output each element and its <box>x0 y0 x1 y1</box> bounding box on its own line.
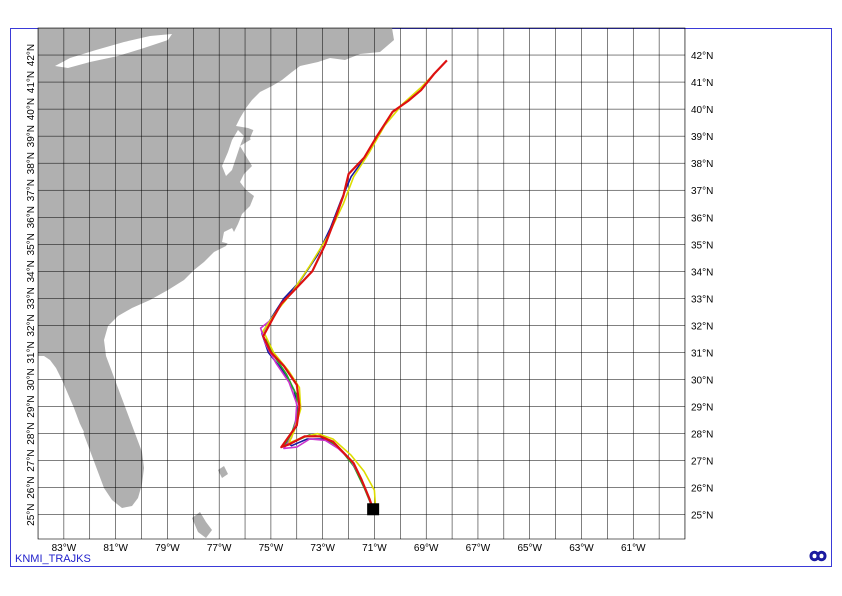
latitude-tick-label-left: 40°N <box>26 98 37 120</box>
longitude-tick-label: 61°W <box>621 543 646 554</box>
longitude-tick-label: 83°W <box>52 543 77 554</box>
latitude-tick-label-right: 29°N <box>691 403 713 414</box>
trajectory-line-2 <box>261 154 374 510</box>
latitude-tick-label-right: 42°N <box>691 51 713 62</box>
latitude-tick-label-right: 37°N <box>691 186 713 197</box>
graticule <box>38 28 685 539</box>
longitude-tick-label: 67°W <box>466 543 491 554</box>
latitude-tick-label-right: 28°N <box>691 430 713 441</box>
latitude-tick-label-left: 35°N <box>26 233 37 255</box>
latitude-labels-left: 25°N 26°N 27°N 28°N 29°N 30°N 31°N 32°N 33°N 34°N… <box>26 44 37 526</box>
trajectory-line-1 <box>262 59 448 510</box>
latitude-tick-label-left: 36°N <box>26 206 37 228</box>
longitude-tick-label: 71°W <box>362 543 387 554</box>
latitude-tick-label-left: 30°N <box>26 368 37 390</box>
latitude-tick-label-left: 34°N <box>26 260 37 282</box>
latitude-tick-label-left: 38°N <box>26 152 37 174</box>
latitude-tick-label-right: 39°N <box>691 132 713 143</box>
latitude-tick-label-left: 39°N <box>26 125 37 147</box>
longitude-labels: 83°W 81°W 79°W 77°W 75°W 73°W 71°W 69°W 67°W 65°W… <box>52 543 646 554</box>
latitude-labels-right: 25°N 26°N 27°N 28°N 29°N 30°N 31°N 32°N 33°N 34°N… <box>691 51 713 522</box>
latitude-tick-label-left: 26°N <box>26 476 37 498</box>
knmi-trajks-label: KNMI_TRAJKS <box>15 553 91 565</box>
knmi-logo-icon <box>809 550 827 562</box>
latitude-tick-label-right: 30°N <box>691 375 713 386</box>
latitude-tick-label-right: 25°N <box>691 511 713 522</box>
us-east-coast-land <box>38 28 394 508</box>
latitude-tick-label-right: 35°N <box>691 240 713 251</box>
plot-border <box>37 27 686 540</box>
land-layer <box>38 28 394 538</box>
latitude-tick-label-right: 32°N <box>691 321 713 332</box>
chesapeake-bay <box>222 130 244 176</box>
bahamas-island-1 <box>192 512 212 538</box>
delaware-bay <box>250 124 262 146</box>
trajectory-line-4 <box>259 319 374 510</box>
latitude-tick-label-left: 37°N <box>26 179 37 201</box>
start-point-marker <box>367 503 380 516</box>
longitude-tick-label: 69°W <box>414 543 439 554</box>
latitude-tick-label-left: 28°N <box>26 422 37 444</box>
trajectory-line-5 <box>262 70 438 510</box>
latitude-tick-label-left: 27°N <box>26 449 37 471</box>
longitude-tick-label: 65°W <box>517 543 542 554</box>
latitude-tick-label-left: 41°N <box>26 71 37 93</box>
longitude-tick-label: 77°W <box>207 543 232 554</box>
bahamas-island-2 <box>218 466 228 478</box>
lake-okeechobee <box>70 424 84 440</box>
latitude-tick-label-right: 34°N <box>691 267 713 278</box>
latitude-tick-label-right: 31°N <box>691 348 713 359</box>
latitude-tick-label-left: 25°N <box>26 503 37 525</box>
longitude-tick-label: 75°W <box>259 543 284 554</box>
longitude-tick-label: 63°W <box>569 543 594 554</box>
pamlico-sound <box>222 228 236 244</box>
latitude-tick-label-left: 29°N <box>26 395 37 417</box>
trajectory-tracks <box>259 59 448 516</box>
longitude-tick-label: 73°W <box>310 543 335 554</box>
latitude-tick-label-left: 33°N <box>26 287 37 309</box>
latitude-tick-label-left: 42°N <box>26 44 37 66</box>
latitude-tick-label-right: 41°N <box>691 78 713 89</box>
latitude-tick-label-left: 31°N <box>26 341 37 363</box>
map-frame <box>10 28 832 567</box>
latitude-tick-label-right: 40°N <box>691 105 713 116</box>
long-island <box>55 34 172 68</box>
latitude-tick-label-right: 26°N <box>691 484 713 495</box>
longitude-tick-label: 81°W <box>103 543 128 554</box>
latitude-tick-label-right: 36°N <box>691 213 713 224</box>
latitude-tick-label-right: 33°N <box>691 294 713 305</box>
latitude-tick-label-right: 27°N <box>691 457 713 468</box>
latitude-tick-label-right: 38°N <box>691 159 713 170</box>
latitude-tick-label-left: 32°N <box>26 314 37 336</box>
longitude-tick-label: 79°W <box>155 543 180 554</box>
